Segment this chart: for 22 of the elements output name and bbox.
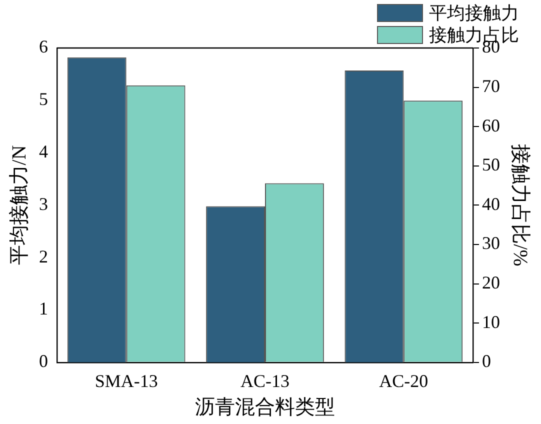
y-tick-label: 2 [39,246,48,266]
y-tick-label: 0 [39,351,48,372]
y2-tick-label: 30 [482,233,500,254]
x-tick-label: SMA-13 [94,370,158,391]
y2-tick-label: 50 [482,154,500,175]
y2-axis-title: 接触力占比/% [508,144,531,266]
y2-tick-label: 0 [482,351,491,372]
y2-tick-label: 40 [482,194,500,214]
y-tick-label: 5 [39,89,48,110]
y2-tick-label: 70 [482,76,500,96]
y2-tick-label: 20 [482,272,500,293]
x-tick-label: AC-20 [379,370,428,391]
x-axis-title: 沥青混合料类型 [195,396,335,418]
y2-tick-label: 60 [482,115,500,136]
y-tick-label: 4 [39,142,48,162]
y-tick-label: 3 [39,194,48,214]
y-axis-title: 平均接触力/N [8,145,30,266]
legend-label: 平均接触力 [429,2,519,25]
y2-tick-label: 10 [482,312,500,332]
x-tick-label: AC-13 [240,370,290,391]
y-tick-label: 6 [39,36,48,57]
y-tick-label: 1 [39,298,48,319]
